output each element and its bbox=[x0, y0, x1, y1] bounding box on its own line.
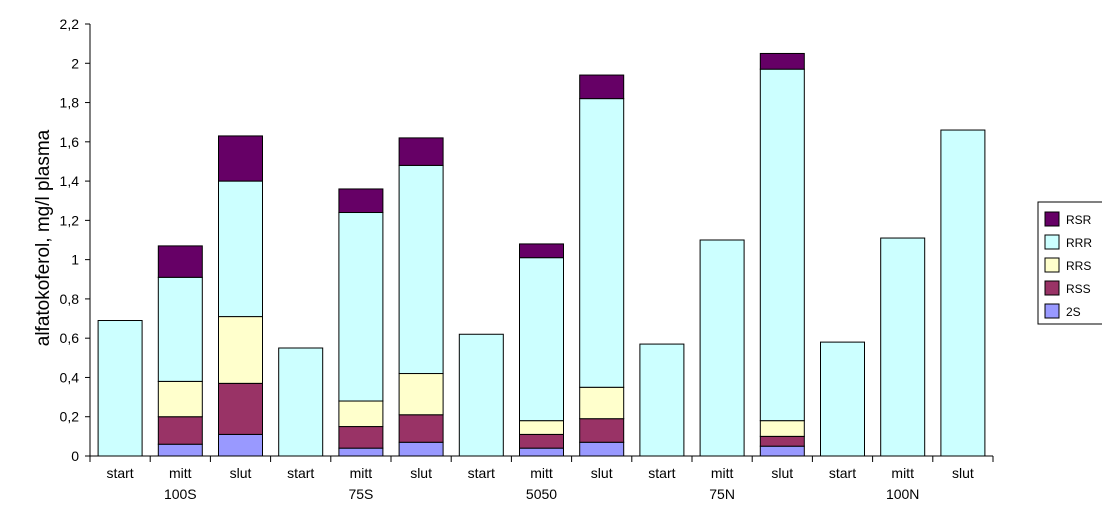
y-tick-label: 2,2 bbox=[60, 16, 80, 32]
bar-segment-2s bbox=[157, 443, 203, 457]
bar-segment-rrr bbox=[940, 129, 986, 457]
legend-swatch bbox=[1044, 211, 1060, 227]
y-tick-label: 0,2 bbox=[60, 409, 80, 425]
bar-segment-rrr bbox=[157, 276, 203, 382]
bar-segment-rss bbox=[398, 414, 444, 443]
bar-segment-rss bbox=[157, 416, 203, 445]
x-tick-label: slut bbox=[410, 465, 432, 481]
bar-segment-rrr bbox=[519, 257, 564, 422]
bar-segment-rsr bbox=[157, 245, 203, 278]
y-axis-label-group: alfatokoferol, mg/l plasma bbox=[33, 129, 54, 346]
x-tick-label: mitt bbox=[530, 465, 553, 481]
bar-segment-rrr bbox=[639, 343, 685, 457]
bar-segment-rrs bbox=[157, 380, 203, 418]
bars bbox=[97, 52, 986, 457]
bar-segment-rrr bbox=[338, 212, 384, 402]
y-tick-label: 0,8 bbox=[60, 291, 80, 307]
x-tick-label: mitt bbox=[169, 465, 192, 481]
y-tick-label: 1,8 bbox=[60, 95, 80, 111]
bar-segment-rsr bbox=[579, 74, 625, 100]
legend-label: RRS bbox=[1066, 259, 1091, 273]
y-tick-label: 0 bbox=[71, 448, 79, 464]
x-tick-label: start bbox=[829, 465, 856, 481]
x-tick-label: start bbox=[468, 465, 495, 481]
bar-segment-2s bbox=[338, 447, 384, 457]
bar-segment-rsr bbox=[398, 137, 444, 166]
bar-segment-rss bbox=[579, 418, 625, 443]
x-group-label: 75S bbox=[348, 486, 373, 502]
bar-segment-rss bbox=[519, 433, 564, 449]
x-tick-label: slut bbox=[771, 465, 793, 481]
bar-segment-rrr bbox=[579, 98, 625, 388]
y-tick-label: 0,6 bbox=[60, 330, 80, 346]
bar-segment-2s bbox=[579, 441, 625, 457]
x-tick-label: slut bbox=[591, 465, 613, 481]
y-tick-label: 1,6 bbox=[60, 134, 80, 150]
legend-swatch bbox=[1044, 257, 1060, 273]
x-tick-label: start bbox=[106, 465, 133, 481]
y-tick-label: 0,4 bbox=[60, 369, 80, 385]
legend: RSR RRR RRS RSS 2S bbox=[1037, 201, 1102, 325]
bar-segment-rrr bbox=[458, 333, 504, 457]
y-axis-label: alfatokoferol, mg/l plasma bbox=[33, 129, 54, 346]
bar-segment-rrs bbox=[519, 420, 564, 435]
x-tick-label: mitt bbox=[711, 465, 734, 481]
bar-segment-rsr bbox=[519, 243, 564, 259]
x-tick-label: start bbox=[648, 465, 675, 481]
bar-segment-rsr bbox=[338, 188, 384, 214]
x-group-label: 100S bbox=[164, 486, 197, 502]
bar-segment-rrs bbox=[759, 420, 805, 437]
x-axis-labels: start mitt slut start mitt slut start mitt slut s… bbox=[106, 465, 973, 502]
legend-swatch bbox=[1044, 303, 1060, 319]
bar-segment-2s bbox=[398, 441, 444, 457]
x-tick-label: mitt bbox=[891, 465, 914, 481]
legend-label: RRR bbox=[1066, 236, 1092, 250]
axes: 0 0,2 0,4 0,6 0,8 1 1,2 1,4 1,6 1,8 2 2,2 bbox=[60, 16, 994, 464]
bar-segment-rsr bbox=[218, 135, 263, 182]
x-group-label: 5050 bbox=[526, 486, 557, 502]
bar-segment-2s bbox=[218, 433, 263, 457]
y-tick-label: 1,2 bbox=[60, 212, 80, 228]
bar-segment-rrr bbox=[820, 341, 865, 457]
bar-segment-rss bbox=[218, 382, 263, 435]
legend-label: 2S bbox=[1066, 305, 1081, 319]
bar-segment-rrr bbox=[398, 164, 444, 375]
bar-segment-2s bbox=[519, 447, 564, 457]
x-tick-label: slut bbox=[230, 465, 252, 481]
legend-label: RSR bbox=[1066, 213, 1092, 227]
bar-segment-rrr bbox=[218, 180, 263, 318]
x-tick-label: mitt bbox=[350, 465, 373, 481]
bar-segment-rrs bbox=[218, 316, 263, 384]
bar-segment-rrr bbox=[97, 320, 143, 457]
x-group-label: 75N bbox=[709, 486, 735, 502]
bar-segment-rrs bbox=[398, 373, 444, 416]
bar-segment-rrs bbox=[579, 386, 625, 420]
y-tick-label: 2 bbox=[71, 55, 79, 71]
x-tick-label: start bbox=[287, 465, 314, 481]
bar-segment-rrs bbox=[338, 400, 384, 428]
bar-segment-rrr bbox=[759, 68, 805, 422]
legend-label: RSS bbox=[1066, 282, 1091, 296]
x-group-label: 100N bbox=[886, 486, 919, 502]
bar-segment-2s bbox=[759, 445, 805, 457]
bar-segment-rrr bbox=[278, 347, 324, 457]
bar-segment-rrr bbox=[880, 237, 926, 457]
legend-swatch bbox=[1044, 280, 1060, 296]
bar-segment-rsr bbox=[759, 52, 805, 70]
bar-segment-rss bbox=[759, 435, 805, 447]
y-tick-label: 1,4 bbox=[60, 173, 80, 189]
bar-segment-rrr bbox=[699, 239, 745, 457]
x-tick-label: slut bbox=[952, 465, 974, 481]
y-tick-label: 1 bbox=[71, 252, 79, 268]
legend-swatch bbox=[1044, 234, 1060, 250]
bar-segment-rss bbox=[338, 426, 384, 449]
